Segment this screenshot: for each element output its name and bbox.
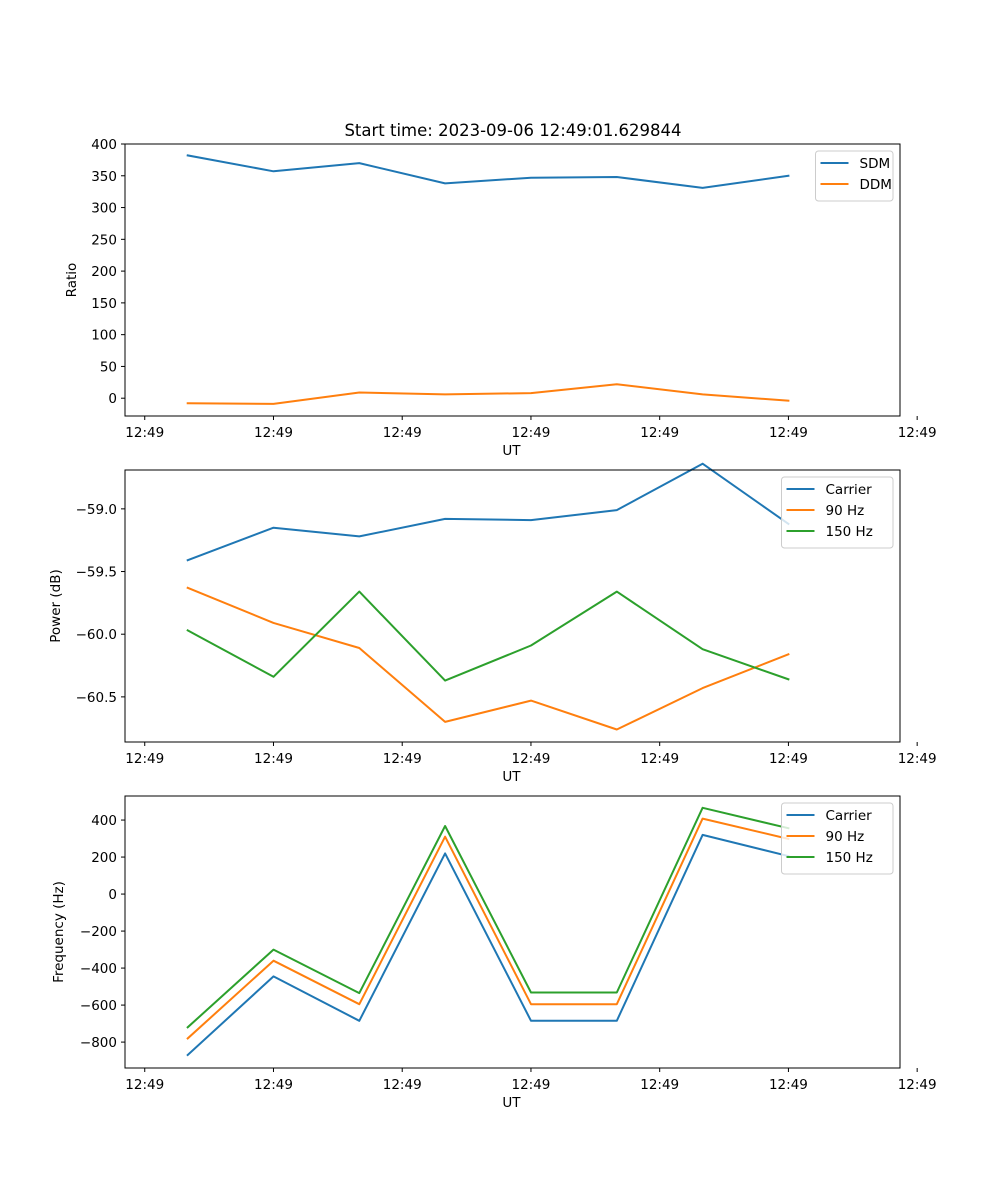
legend-label: 150 Hz — [826, 850, 873, 866]
figure-title: Start time: 2023-09-06 12:49:01.629844 — [344, 121, 681, 140]
y-tick-label: 400 — [91, 813, 117, 829]
x-axis-label: UT — [502, 769, 521, 785]
x-tick-label: 12:49 — [254, 751, 293, 767]
x-tick-label: 12:49 — [511, 425, 550, 441]
x-axis-label: UT — [502, 1095, 521, 1111]
y-tick-label: −400 — [80, 961, 117, 977]
legend-label: 90 Hz — [826, 829, 865, 845]
y-tick-label: −60.5 — [76, 690, 117, 706]
y-tick-label: −59.0 — [76, 502, 117, 518]
x-tick-label: 12:49 — [383, 425, 422, 441]
y-tick-label: 400 — [91, 137, 117, 153]
legend-label: 90 Hz — [826, 503, 865, 519]
y-tick-label: 50 — [100, 359, 117, 375]
legend-label: SDM — [860, 156, 891, 172]
x-tick-label: 12:49 — [640, 1077, 679, 1093]
legend-label: 150 Hz — [826, 524, 873, 540]
x-tick-label: 12:49 — [511, 1077, 550, 1093]
y-tick-label: 100 — [91, 328, 117, 344]
y-axis-label: Ratio — [64, 263, 80, 298]
y-tick-label: −59.5 — [76, 565, 117, 581]
x-tick-label: 12:49 — [769, 1077, 808, 1093]
chart-panel-2: −60.5 −60.0 −59.5 −59.0 12:49 12:49 12:49 12:49… — [48, 462, 937, 785]
x-tick-label: 12:49 — [125, 1077, 164, 1093]
x-tick-label: 12:49 — [769, 425, 808, 441]
series-line-90-hz — [186, 586, 790, 731]
x-tick-label: 12:49 — [254, 425, 293, 441]
x-tick-label: 12:49 — [898, 1077, 937, 1093]
series-line-150-hz — [186, 590, 790, 682]
x-tick-label: 12:49 — [125, 751, 164, 767]
series-line-ddm — [186, 383, 790, 405]
legend: SDM DDM — [815, 150, 894, 202]
legend: Carrier 90 Hz 150 Hz — [781, 476, 894, 549]
series-line-carrier — [186, 833, 790, 1057]
x-tick-label: 12:49 — [254, 1077, 293, 1093]
y-tick-label: 300 — [91, 201, 117, 217]
x-tick-label: 12:49 — [898, 751, 937, 767]
y-tick-label: 150 — [91, 296, 117, 312]
series-line-150-hz — [186, 806, 790, 1029]
chart-panel-1: 0 50 100 150 200 250 300 350 400 12:49 12:49 12:49 1… — [64, 137, 937, 459]
y-tick-label: 0 — [108, 887, 117, 903]
axes-frame — [124, 469, 901, 743]
y-tick-label: −60.0 — [76, 627, 117, 643]
x-tick-label: 12:49 — [125, 425, 164, 441]
x-tick-label: 12:49 — [383, 1077, 422, 1093]
x-tick-label: 12:49 — [383, 751, 422, 767]
x-tick-label: 12:49 — [640, 425, 679, 441]
legend-label: DDM — [860, 177, 892, 193]
y-tick-label: 0 — [108, 391, 117, 407]
legend-label: Carrier — [826, 808, 873, 824]
x-tick-label: 12:49 — [898, 425, 937, 441]
x-tick-label: 12:49 — [640, 751, 679, 767]
chart-panel-3: −800 −600 −400 −200 0 200 400 12:49 12:49 12:49 12… — [51, 795, 937, 1111]
y-tick-label: −600 — [80, 998, 117, 1014]
x-axis-label: UT — [502, 443, 521, 459]
legend-label: Carrier — [826, 482, 873, 498]
y-axis-label: Power (dB) — [48, 569, 64, 642]
y-tick-label: −200 — [80, 924, 117, 940]
legend: Carrier 90 Hz 150 Hz — [781, 802, 894, 875]
axes-frame — [124, 795, 901, 1069]
y-tick-label: 250 — [91, 232, 117, 248]
series-line-sdm — [186, 154, 790, 189]
y-axis-label: Frequency (Hz) — [51, 881, 67, 983]
y-tick-label: −800 — [80, 1035, 117, 1051]
axes-frame — [124, 143, 901, 417]
series-line-90-hz — [186, 817, 790, 1040]
series-line-carrier — [186, 462, 790, 562]
y-tick-label: 200 — [91, 850, 117, 866]
x-tick-label: 12:49 — [769, 751, 808, 767]
y-tick-label: 350 — [91, 169, 117, 185]
y-tick-label: 200 — [91, 264, 117, 280]
x-tick-label: 12:49 — [511, 751, 550, 767]
